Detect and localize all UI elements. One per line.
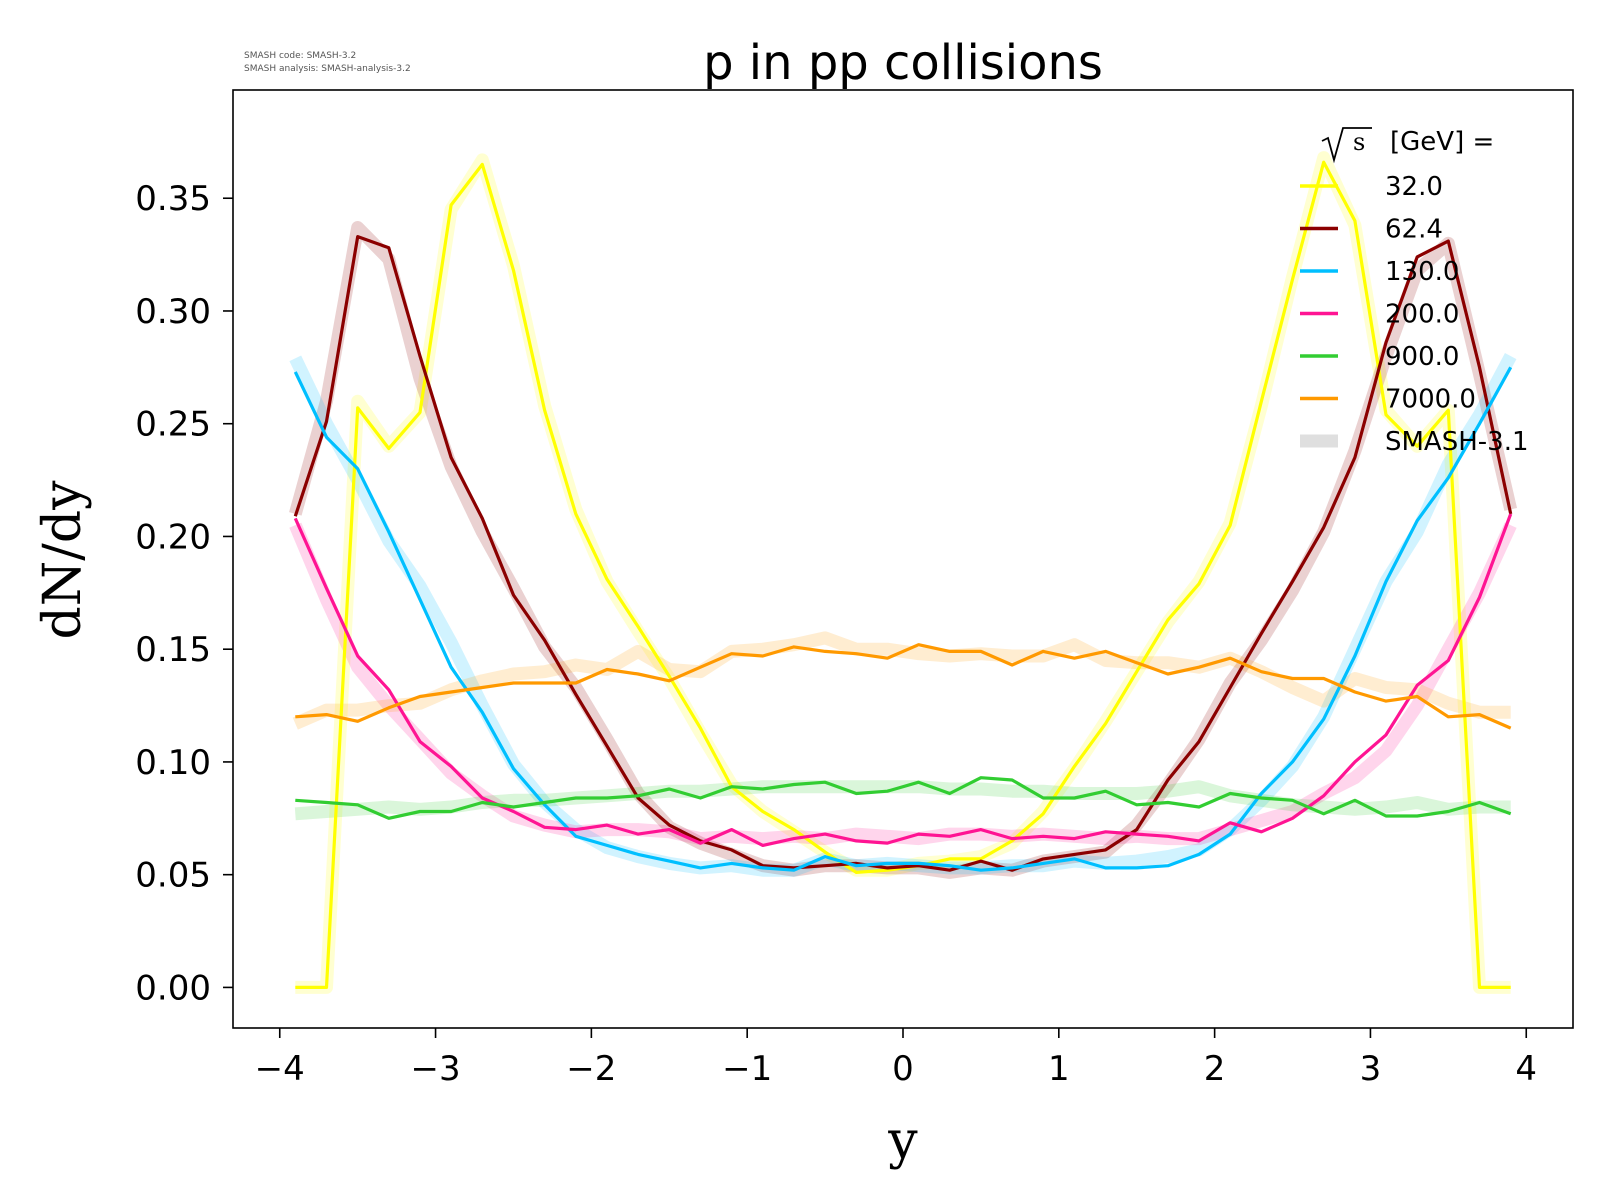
legend-label-reference: SMASH-3.1: [1385, 427, 1529, 457]
legend-title-symbol: s: [1353, 128, 1365, 156]
legend-label-130-0: 130.0: [1385, 257, 1459, 287]
legend-label-7000-0: 7000.0: [1385, 385, 1476, 415]
y-tick-label: 0.00: [135, 968, 211, 1008]
y-tick-label: 0.20: [135, 517, 211, 557]
x-tick-label: 4: [1515, 1049, 1537, 1089]
y-tick-label: 0.35: [135, 179, 211, 219]
sqrt-icon: [1321, 127, 1372, 164]
series-line-7000-0: [295, 643, 1512, 730]
legend-title: s [GeV] =: [1321, 127, 1494, 164]
legend-title-text: [GeV] =: [1390, 127, 1494, 157]
series-line-62-4: [293, 235, 1513, 872]
y-tick-label: 0.10: [135, 743, 211, 783]
x-tick-label: 1: [1048, 1049, 1070, 1089]
legend-items: 32.0 62.4 130.0 200.0 900.0 7000.0 SMASH-3.1: [1300, 172, 1529, 457]
y-axis: 0.00 0.05 0.10 0.15 0.20 0.25 0.30 0.35: [135, 179, 233, 1008]
series-line-130-0: [293, 366, 1513, 872]
legend-label-200-0: 200.0: [1385, 300, 1459, 330]
x-tick-label: −2: [566, 1049, 616, 1089]
legend-label-62-4: 62.4: [1385, 215, 1443, 245]
legend-label-32-0: 32.0: [1385, 172, 1443, 202]
y-tick-label: 0.25: [135, 405, 211, 445]
x-tick-label: −3: [410, 1049, 460, 1089]
y-tick-label: 0.15: [135, 630, 211, 670]
x-tick-label: 0: [892, 1049, 914, 1089]
x-tick-label: 3: [1360, 1049, 1382, 1089]
meta-line-analysis: SMASH analysis: SMASH-analysis-3.2: [244, 64, 411, 74]
series-line-900-0: [295, 776, 1512, 820]
x-tick-label: −1: [722, 1049, 772, 1089]
meta-line-code: SMASH code: SMASH-3.2: [244, 51, 356, 61]
x-tick-label: 2: [1204, 1049, 1226, 1089]
legend-label-900-0: 900.0: [1385, 342, 1459, 372]
y-tick-label: 0.30: [135, 292, 211, 332]
x-axis-label: y: [887, 1111, 918, 1171]
x-axis: −4 −3 −2 −1 0 1 2 3 4: [255, 1028, 1537, 1089]
chart-title: p in pp collisions: [703, 35, 1103, 91]
x-tick-label: −4: [255, 1049, 305, 1089]
legend: s [GeV] = 32.0 62.4 130.0 200.0 900.0 7000.0 S…: [1300, 127, 1529, 457]
series-lines-layer: [293, 160, 1513, 990]
y-tick-label: 0.05: [135, 856, 211, 896]
y-axis-label: dN/dy: [33, 480, 93, 640]
